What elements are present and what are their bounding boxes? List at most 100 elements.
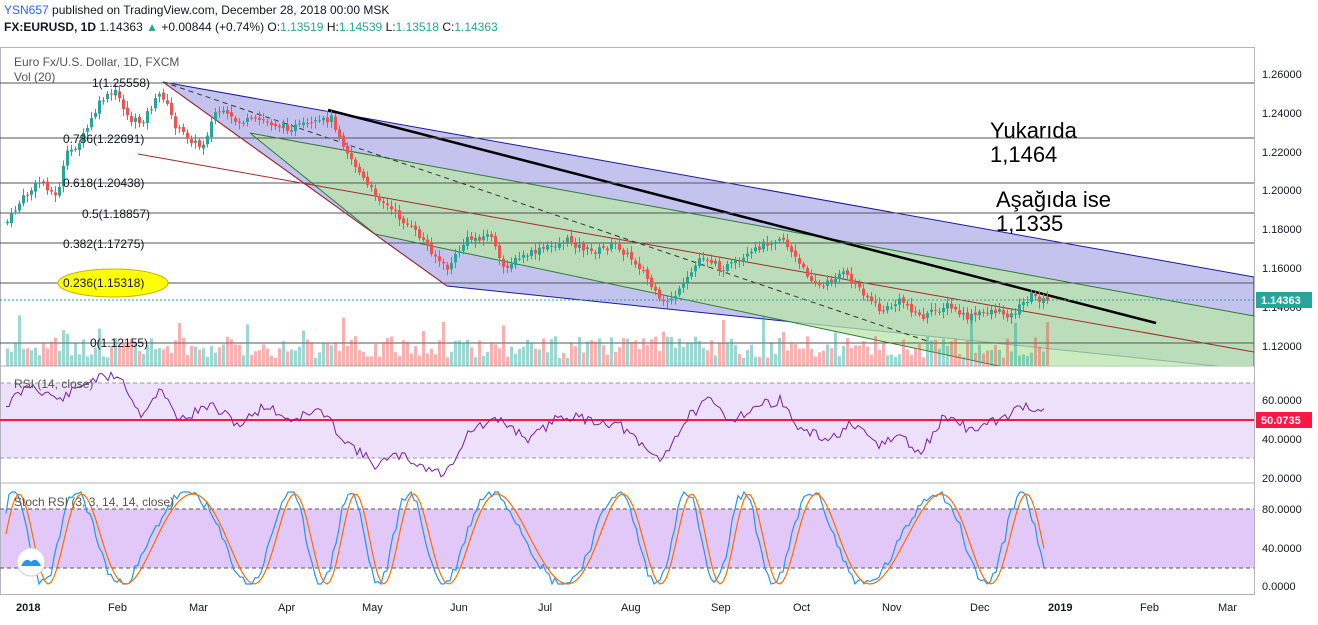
volume-bar [746,349,749,366]
volume-bar [674,347,677,366]
candle-body [586,247,589,250]
volume-bar [618,347,621,366]
candle-body [806,268,809,277]
volume-bar [930,340,933,366]
candle-body [310,122,313,124]
candle-body [450,263,453,270]
fib-label: 0.618(1.20438) [63,176,144,190]
volume-bar [642,338,645,366]
candle-body [534,249,537,254]
candle-body [382,201,385,203]
candle-body [206,135,209,145]
volume-bar [710,340,713,366]
volume-bar [186,355,189,366]
stoch-pane[interactable]: Stoch RSI (3, 3, 14, 14, close) 80.0000 … [0,490,1302,593]
volume-bar [210,346,213,366]
volume-bar [114,338,117,366]
candle-body [342,135,345,147]
volume-bar [94,347,97,366]
volume-bar [226,336,229,366]
candle-body [506,265,509,268]
volume-bar [78,354,81,366]
candle-body [18,203,21,211]
volume-bar [1030,352,1033,366]
last-price-tag-text: 1.14363 [1261,295,1301,307]
candle-body [698,258,701,267]
candle-body [694,265,697,272]
candle-body [86,127,89,132]
volume-bar [638,349,641,366]
volume-bar [130,338,133,366]
author-link[interactable]: YSN657 [4,3,49,17]
candle-body [418,229,421,238]
candle-body [66,150,69,166]
volume-bar [686,343,689,366]
candle-body [814,281,817,284]
time-tick: Nov [882,602,902,614]
volume-bar [410,353,413,366]
candle-body [738,260,741,262]
volume-bar [46,348,49,366]
candle-body [674,295,677,299]
volume-bar [86,356,89,366]
candle-body [62,165,65,187]
candle-body [718,261,721,271]
candle-body [846,270,849,275]
volume-bar [846,338,849,366]
candle-body [730,262,733,264]
volume-label: Vol (20) [14,70,55,84]
candle-body [378,196,381,201]
volume-bar [246,324,249,366]
volume-bar [658,351,661,366]
volume-bar [102,356,105,366]
price-tick: 1.12000 [1262,341,1302,353]
volume-bar [222,344,225,366]
time-tick: 2019 [1048,602,1072,614]
candle-body [526,255,529,257]
candle-body [510,264,513,269]
volume-bar [446,357,449,366]
volume-bar [690,342,693,366]
volume-bar [26,348,29,366]
candle-body [902,297,905,303]
rsi-pane[interactable]: RSI (14, close) 60.0000 40.0000 20.0000 … [0,370,1312,485]
candle-body [302,122,305,126]
candle-body [982,311,985,313]
volume-bar [866,346,869,366]
time-tick: Jul [538,602,552,614]
volume-bar [42,343,45,366]
volume-bar [454,341,457,366]
main-pane[interactable] [0,81,1254,420]
candle-body [922,314,925,319]
candle-body [326,117,329,123]
volume-bar [322,342,325,366]
volume-bar [1010,351,1013,366]
price-tick: 1.18000 [1262,224,1302,236]
time-axis[interactable]: 2018 Feb Mar Apr May Jun Jul Aug Sep Oct… [16,602,1237,614]
volume-bar [274,357,277,366]
volume-bar [426,353,429,366]
volume-bar [126,343,129,366]
volume-bar [582,352,585,366]
price-axis[interactable]: 1.26000 1.24000 1.22000 1.20000 1.18000 … [1262,69,1302,353]
candle-body [742,257,745,263]
volume-bar [482,355,485,366]
candle-body [602,246,605,248]
volume-bar [766,357,769,366]
candle-body [706,259,709,261]
volume-bar [82,339,85,366]
volume-bar [626,338,629,366]
volume-bar [10,351,13,366]
stoch-d-line [5,493,1045,585]
candle-body [562,242,565,244]
stoch-title: Stoch RSI (3, 3, 14, 14, close) [14,495,174,509]
volume-bar [326,342,329,366]
candle-body [290,130,293,132]
volume-bar [182,337,185,366]
candle-body [782,237,785,240]
volume-bar [442,321,445,366]
candle-body [518,258,521,260]
tradingview-logo-icon[interactable] [16,547,46,577]
volume-bar [262,344,265,366]
